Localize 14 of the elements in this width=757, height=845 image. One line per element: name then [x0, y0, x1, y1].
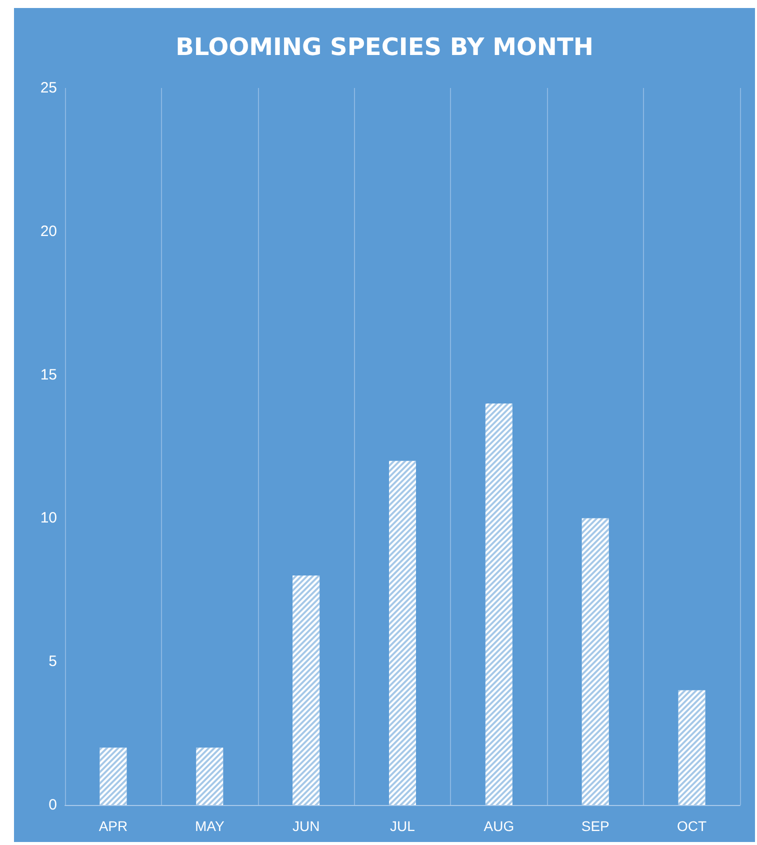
x-tick-label: MAY — [194, 818, 225, 834]
y-tick-label: 20 — [40, 222, 57, 240]
chart-title: BLOOMING SPECIES BY MONTH — [176, 33, 594, 61]
x-tick-label: AUG — [484, 818, 514, 834]
x-tick-label: SEP — [581, 818, 610, 834]
x-tick-label: OCT — [677, 818, 708, 834]
y-tick-label: 0 — [48, 796, 57, 814]
y-tick-label: 25 — [40, 80, 57, 96]
y-tick-label: 15 — [40, 366, 57, 384]
y-tick-label: 10 — [40, 510, 57, 527]
x-tick-label: JUL — [390, 818, 416, 834]
x-tick-label: APR — [98, 818, 128, 834]
x-tick-label: JUN — [292, 818, 320, 834]
y-tick-label: 5 — [48, 653, 57, 670]
